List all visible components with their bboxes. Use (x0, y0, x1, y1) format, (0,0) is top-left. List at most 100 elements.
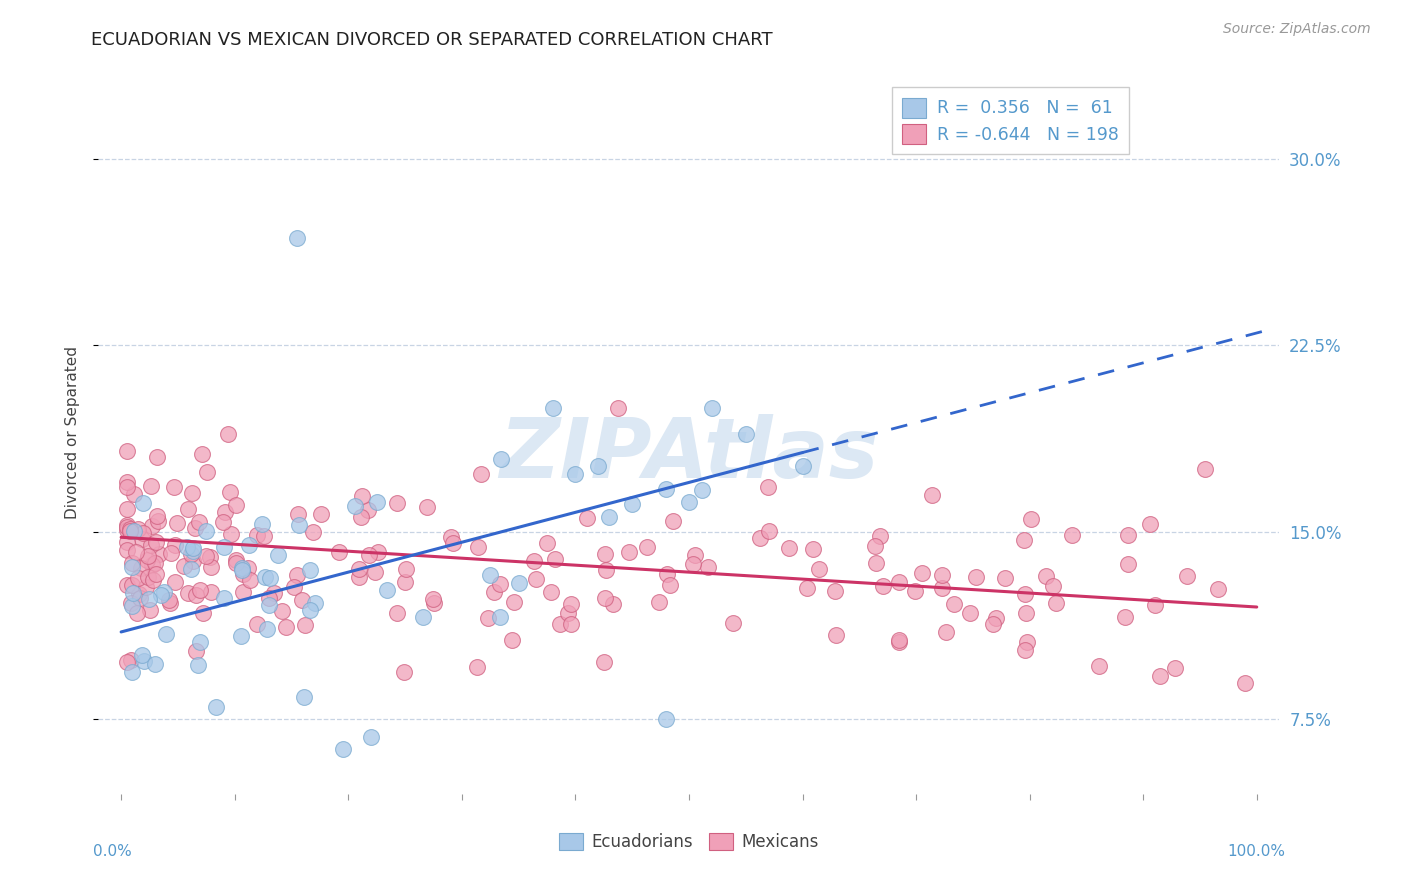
Point (259, 571, 281, 585)
Point (121, 560, 143, 574)
Point (163, 480, 186, 494)
Point (593, 655, 616, 669)
Point (232, 585, 254, 599)
Point (385, 606, 408, 620)
Point (200, 585, 222, 599)
Point (375, 583, 398, 598)
Text: Source: ZipAtlas.com: Source: ZipAtlas.com (1223, 22, 1371, 37)
Point (824, 584, 846, 599)
Point (122, 487, 145, 501)
Point (195, 465, 218, 479)
Point (602, 597, 624, 611)
Point (120, 653, 142, 667)
Point (231, 560, 253, 574)
Point (115, 444, 138, 458)
Point (598, 509, 620, 524)
Point (214, 505, 236, 519)
Point (479, 568, 502, 582)
Point (1233, 676, 1256, 690)
Point (825, 628, 848, 642)
Point (253, 570, 276, 584)
Point (387, 496, 409, 510)
Point (246, 617, 269, 632)
Point (865, 556, 887, 570)
Point (756, 480, 779, 494)
Point (146, 508, 169, 523)
Point (115, 520, 138, 534)
Point (678, 495, 700, 509)
Point (181, 554, 204, 568)
Point (131, 532, 153, 546)
Point (557, 606, 579, 620)
Point (181, 486, 204, 500)
Text: ZIPAtlas: ZIPAtlas (499, 414, 879, 495)
Point (134, 654, 156, 668)
Point (1012, 533, 1035, 548)
Point (904, 583, 927, 598)
Point (217, 427, 239, 442)
Point (1060, 528, 1083, 542)
Point (177, 502, 200, 516)
Point (1035, 569, 1057, 583)
Point (357, 548, 380, 562)
Point (489, 609, 512, 624)
Point (863, 539, 886, 553)
Point (142, 574, 165, 588)
Point (1206, 582, 1229, 597)
Point (212, 540, 235, 554)
Point (120, 522, 142, 536)
Point (165, 574, 187, 589)
Point (1144, 598, 1167, 612)
Point (994, 571, 1017, 585)
Point (1019, 512, 1042, 526)
Point (607, 401, 630, 415)
Point (655, 712, 678, 726)
Text: 0.0%: 0.0% (93, 845, 131, 860)
Point (304, 596, 326, 610)
Point (166, 516, 188, 530)
Point (347, 570, 370, 584)
Point (343, 499, 366, 513)
Point (225, 553, 247, 567)
Point (394, 574, 416, 589)
Point (1015, 606, 1038, 620)
Point (931, 568, 953, 582)
Point (159, 596, 181, 610)
Point (121, 585, 143, 599)
Point (141, 518, 163, 533)
Y-axis label: Divorced or Separated: Divorced or Separated (65, 346, 80, 519)
Point (921, 488, 943, 502)
Point (477, 611, 499, 625)
Point (350, 489, 373, 503)
Point (191, 606, 214, 620)
Point (288, 518, 311, 533)
Point (250, 516, 273, 531)
Point (887, 633, 910, 648)
Point (489, 577, 512, 591)
Point (115, 475, 138, 489)
Point (416, 500, 439, 514)
Point (129, 561, 152, 575)
Point (617, 545, 640, 559)
Point (564, 467, 586, 481)
Point (163, 538, 186, 552)
Point (148, 515, 170, 529)
Point (662, 514, 685, 528)
Point (191, 447, 214, 461)
Point (721, 615, 744, 630)
Point (470, 467, 492, 481)
Point (239, 573, 262, 587)
Point (1045, 596, 1067, 610)
Point (536, 535, 558, 549)
Point (253, 528, 276, 542)
Point (128, 587, 150, 601)
Point (138, 591, 160, 606)
Point (965, 570, 987, 584)
Point (501, 632, 523, 647)
Point (1116, 557, 1139, 571)
Point (115, 578, 138, 592)
Point (181, 544, 204, 558)
Point (257, 591, 280, 605)
Point (593, 591, 616, 605)
Point (363, 565, 385, 579)
